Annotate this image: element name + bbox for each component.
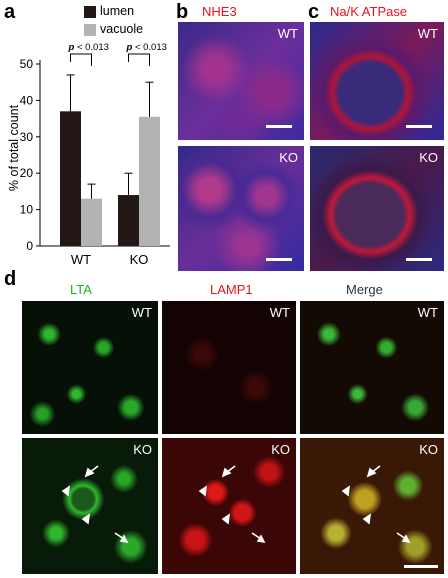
- legend-swatch-lumen: [84, 6, 96, 18]
- arrowhead-icon: [366, 467, 377, 478]
- merge-ko-label: KO: [419, 442, 438, 457]
- legend-swatch-vacuole: [84, 24, 96, 36]
- arrowhead-icon: [362, 513, 372, 525]
- merge-wt-label: WT: [417, 305, 438, 320]
- lamp1-ko-label: KO: [271, 442, 290, 457]
- arrowhead-icon: [401, 534, 411, 544]
- merge-ko-image: KO: [300, 438, 444, 574]
- merge-title: Merge: [346, 282, 383, 297]
- naka-ko-image: KO: [310, 146, 444, 271]
- arrowhead-icon: [84, 467, 95, 478]
- y-tick-label: 30: [20, 130, 34, 144]
- y-tick-label: 20: [20, 166, 34, 180]
- lta-wt-label: WT: [131, 305, 152, 320]
- significance-bracket: [70, 53, 92, 66]
- arrowhead-icon: [61, 485, 71, 497]
- y-tick-label: 10: [20, 203, 34, 217]
- p-value-annotation: p < 0.013: [68, 42, 109, 53]
- lta-title: LTA: [70, 282, 92, 297]
- arrowhead-icon: [256, 534, 266, 544]
- legend-label-lumen: lumen: [100, 4, 135, 18]
- lamp1-ko-image: KO: [162, 438, 296, 574]
- scale-bar: [406, 125, 432, 128]
- panel-b-title: NHE3: [202, 4, 237, 19]
- nhe3-ko-label: KO: [279, 150, 298, 165]
- arrowhead-icon: [221, 513, 231, 525]
- scale-bar: [266, 125, 292, 128]
- y-tick-label: 50: [20, 57, 34, 71]
- bar-lumen-ko: [118, 195, 139, 246]
- p-value-annotation: p < 0.013: [126, 42, 167, 53]
- x-tick-label: KO: [130, 252, 149, 267]
- scale-bar: [406, 258, 432, 261]
- lta-wt-image: WT: [22, 301, 158, 434]
- lamp1-title: LAMP1: [210, 282, 253, 297]
- lamp1-wt-image: WT: [162, 301, 296, 434]
- lta-ko-label: KO: [133, 442, 152, 457]
- naka-wt-label: WT: [417, 26, 438, 41]
- nhe3-ko-image: KO: [178, 146, 304, 271]
- arrowhead-icon: [341, 485, 351, 497]
- merge-wt-image: WT: [300, 301, 444, 434]
- nhe3-wt-label: WT: [277, 26, 298, 41]
- legend-label-vacuole: vacuole: [100, 22, 144, 36]
- bar-vacuole-wt: [81, 198, 102, 246]
- y-axis-label: % of total count: [7, 104, 21, 191]
- significance-bracket: [128, 53, 150, 66]
- naka-ko-label: KO: [419, 150, 438, 165]
- y-tick-label: 0: [26, 239, 33, 253]
- panel-c-title: Na/K ATPase: [330, 4, 408, 19]
- naka-wt-image: WT: [310, 22, 444, 140]
- arrowhead-icon: [119, 534, 129, 544]
- arrowhead-icon: [198, 485, 208, 497]
- scale-bar: [404, 565, 438, 568]
- panel-b-letter: b: [176, 1, 189, 23]
- bar-lumen-wt: [60, 111, 81, 246]
- lta-ko-image: KO: [22, 438, 158, 574]
- y-tick-label: 40: [20, 93, 34, 107]
- arrowhead-icon: [81, 513, 91, 525]
- x-tick-label: WT: [71, 252, 91, 267]
- lamp1-wt-label: WT: [269, 305, 290, 320]
- panel-c-letter: c: [308, 1, 320, 23]
- panel-d-letter: d: [4, 268, 17, 290]
- nhe3-wt-image: WT: [178, 22, 304, 140]
- bar-chart: % of total count 0 10 20 30 40 50 WT KO p < 0.…: [7, 42, 170, 267]
- panel-a-letter: a: [4, 1, 16, 23]
- arrowhead-icon: [221, 467, 232, 478]
- scale-bar: [266, 258, 292, 261]
- bar-vacuole-ko: [139, 116, 160, 246]
